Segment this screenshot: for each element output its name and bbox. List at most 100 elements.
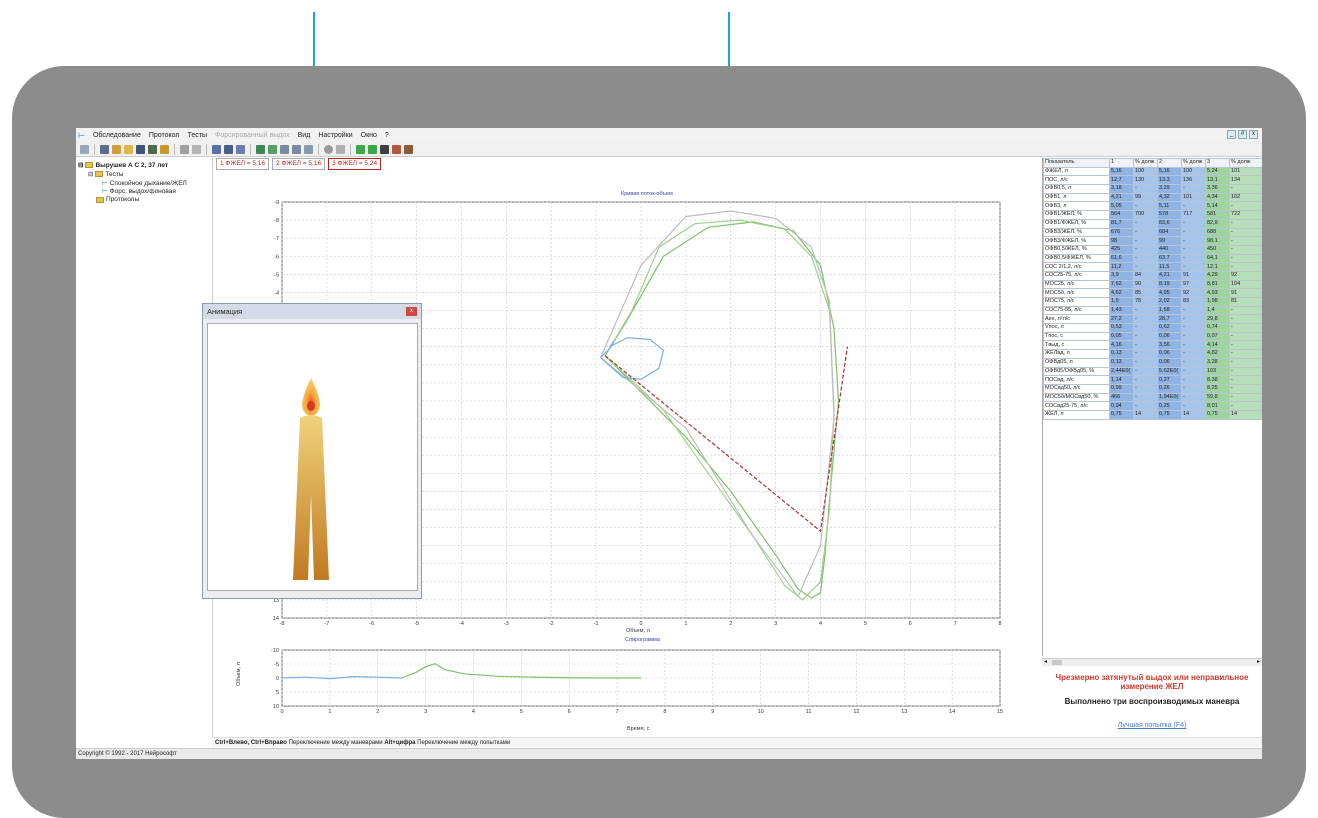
previous-icon[interactable]: [356, 144, 365, 154]
marker-right-icon[interactable]: [292, 144, 301, 154]
close-button[interactable]: x: [1249, 130, 1258, 139]
folder-icon[interactable]: [160, 144, 169, 154]
table-row[interactable]: ФЖЕЛ, л 5,16 100 5,16 100 5,24 101: [1043, 166, 1262, 177]
table-header-cell[interactable]: Показатель: [1043, 158, 1110, 168]
delete-icon[interactable]: [380, 144, 389, 154]
table-row[interactable]: ОФВ0,5, л 3,18-3,29-3,36-: [1043, 184, 1262, 194]
table-row[interactable]: ОФВ3/ФЖЕЛ, % 98-99-98,1-: [1043, 236, 1262, 246]
best-attempt-link[interactable]: Лучшая попытка (F4): [1117, 722, 1187, 729]
table-row[interactable]: МОС50/МОСвд50, % 466-1,94E0(-59,8-: [1043, 392, 1262, 403]
table-row[interactable]: ЖЕЛ, л 0,75 14 0,75 14 0,75 14: [1043, 409, 1262, 420]
flow-volume-x-tick: 1: [684, 621, 687, 627]
table-row[interactable]: МОС25, л/с 7,62 90 8,19 97 8,81 104: [1043, 279, 1262, 290]
print-preview-icon[interactable]: [192, 144, 201, 154]
marker-left-icon[interactable]: [280, 144, 289, 154]
tab-attempt-3[interactable]: 3 ФЖЕЛ = 5,24: [328, 158, 382, 170]
parameter-value-cell: -: [1181, 366, 1206, 377]
patient-icon[interactable]: [100, 144, 109, 154]
menu-item-protocol[interactable]: Протокол: [148, 131, 180, 139]
parameter-value-cell: 3,18: [1109, 184, 1134, 194]
table-row[interactable]: ПОС, л/с 12,7 130 13,3 136 13,1 134: [1043, 175, 1262, 186]
menu-item-tests[interactable]: Тесты: [187, 131, 208, 139]
table-header-cell[interactable]: % долж: [1229, 158, 1262, 168]
print-icon[interactable]: [180, 144, 189, 154]
restore-button[interactable]: #: [1238, 130, 1247, 139]
parameter-value-cell: 100: [1181, 166, 1206, 177]
expand-icon[interactable]: ⊟: [78, 162, 84, 169]
parameter-value-cell: -: [1181, 262, 1206, 272]
table-header-cell[interactable]: 3: [1205, 158, 1230, 168]
table-horizontal-scrollbar[interactable]: ◂ ▸: [1042, 658, 1262, 666]
table-header-cell[interactable]: 1: [1109, 158, 1134, 168]
parameter-value-cell: 5,14: [1205, 201, 1230, 212]
parameter-value-cell: -: [1181, 201, 1206, 212]
table-row[interactable]: ЖЕЛвд, л 0,13-0,06-4,82-: [1043, 349, 1262, 359]
parameter-value-cell: 1,43: [1109, 305, 1134, 316]
table-row[interactable]: Tвыд, с 4,16-3,56-4,14-: [1043, 340, 1262, 351]
tree-view-icon[interactable]: [80, 144, 89, 154]
table-header-cell[interactable]: % долж: [1181, 158, 1206, 168]
menu-item-view[interactable]: Вид: [297, 131, 311, 139]
scroll-thumb[interactable]: [1052, 660, 1062, 665]
menu-item-window[interactable]: Окно: [360, 131, 377, 139]
tree-item-forced-expiration[interactable]: ⊢ Форс. выдох/фоновая: [102, 187, 176, 196]
tree-item-tests[interactable]: ⊟ Тесты: [88, 170, 124, 179]
table-row[interactable]: ОФВ3, л 5,05-5,11-5,14-: [1043, 201, 1262, 212]
animation-close-button[interactable]: x: [406, 307, 417, 316]
tree-item-protocols[interactable]: Протоколы: [96, 196, 139, 203]
save-icon[interactable]: [136, 144, 145, 154]
parameter-value-cell: -: [1181, 331, 1206, 342]
sort-icon[interactable]: [392, 144, 401, 154]
measure-start-icon[interactable]: [256, 144, 265, 154]
table-header-cell[interactable]: 2: [1157, 158, 1182, 168]
table-row[interactable]: ОФВ0,5/ФЖЕЛ, % 61,6-63,7-64,1-: [1043, 253, 1262, 264]
menu-item-settings[interactable]: Настройки: [318, 131, 353, 139]
menu-item-examination[interactable]: Обследование: [92, 131, 141, 139]
menu-item-forced-expiration[interactable]: Форсированный выдох: [215, 131, 290, 139]
table-row[interactable]: ОФВд05, л 0,13-0,06-3,28-: [1043, 357, 1262, 368]
scroll-right-icon[interactable]: ▸: [1256, 659, 1260, 665]
tab-attempt-1[interactable]: 1 ФЖЕЛ = 5,16: [216, 158, 270, 170]
table-row[interactable]: СОС75-85, л/с 1,43-1,58-1,4-: [1043, 305, 1262, 316]
new-exam-icon[interactable]: [112, 144, 121, 154]
table-row[interactable]: ОФВ1, л 4,21 99 4,32 101 4,34 102: [1043, 192, 1262, 203]
parameter-value-cell: 83: [1181, 297, 1206, 307]
scroll-left-icon[interactable]: ◂: [1044, 659, 1048, 665]
table-row[interactable]: ОФВ05/ОФВд05, % 2,44E0(-5,62E0(-103-: [1043, 366, 1262, 377]
table-row[interactable]: ПОСвд, л/с 1,14-0,27-8,38-: [1043, 375, 1262, 385]
table-row[interactable]: СОС25-75, л/с 3,9 84 4,21 91 4,29 92: [1043, 270, 1262, 281]
measure-add-icon[interactable]: [268, 144, 277, 154]
table-row[interactable]: Vпос, л 0,53-0,62-0,74-: [1043, 323, 1262, 333]
table-icon[interactable]: [224, 144, 233, 154]
table-row[interactable]: СОСвд25-75, л/с 0,94-0,25-8,01-: [1043, 401, 1262, 411]
layout-icon[interactable]: [212, 144, 221, 154]
calibration-icon[interactable]: [304, 144, 313, 154]
tree-item-patient[interactable]: ⊟ Вырушев А С 2, 37 лет: [78, 161, 168, 170]
table-row[interactable]: ОФВ1/ЖЕЛ, % 564 700 578 717 581 722: [1043, 210, 1262, 220]
table-row[interactable]: Аex, л²л/с 27,2-28,7-29,8-: [1043, 314, 1262, 325]
parameter-value-cell: 0,05: [1109, 331, 1134, 342]
table-row[interactable]: СОС 2/1,2, л/с 11,2-11,5-12,1-: [1043, 262, 1262, 272]
table-header-cell[interactable]: % долж: [1133, 158, 1158, 168]
table-row[interactable]: Tпос, с 0,05-0,06-0,07-: [1043, 331, 1262, 342]
table-row[interactable]: ОФВ0,5/ЖЕЛ, % 425-440-450-: [1043, 244, 1262, 255]
expand-icon[interactable]: ⊟: [88, 171, 94, 178]
next-icon[interactable]: [368, 144, 377, 154]
open-icon[interactable]: [124, 144, 133, 154]
tree-item-calm-breathing[interactable]: ⊢ Спокойное дыхание/ЖЕЛ: [102, 179, 187, 188]
table-row[interactable]: МОСвд50, л/с 0,99-0,26-8,25-: [1043, 383, 1262, 394]
menu-item-help[interactable]: ?: [384, 131, 389, 139]
table-row[interactable]: ОФВ1/ФЖЕЛ, % 81,7-83,6-82,9-: [1043, 218, 1262, 229]
grid-icon[interactable]: [236, 144, 245, 154]
table-row[interactable]: МОС50, л/с 4,62 85 4,95 92 4,93 91: [1043, 288, 1262, 298]
table-row[interactable]: МОС75, л/с 1,9 78 2,02 83 1,98 81: [1043, 297, 1262, 307]
parameter-value-cell: -: [1229, 236, 1262, 246]
tab-attempt-2[interactable]: 2 ФЖЕЛ = 5,16: [272, 158, 326, 170]
animation-window[interactable]: Анимация x: [202, 303, 422, 599]
table-row[interactable]: ОФВ3/ЖЕЛ, % 676-684-688-: [1043, 227, 1262, 238]
stop-icon[interactable]: [336, 144, 345, 154]
minimize-button[interactable]: _: [1227, 130, 1236, 139]
record-icon[interactable]: [324, 144, 333, 154]
export-icon[interactable]: [404, 144, 413, 154]
database-icon[interactable]: [148, 144, 157, 154]
